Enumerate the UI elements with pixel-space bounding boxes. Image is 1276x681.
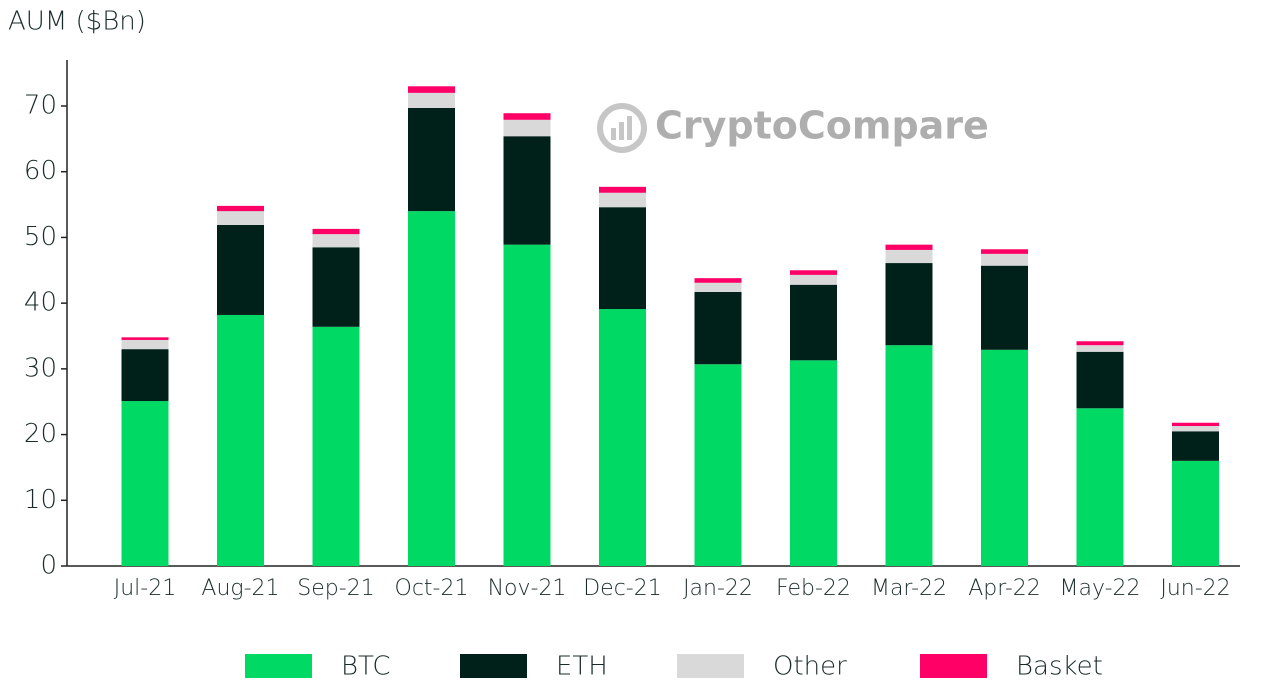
bar-segment — [981, 265, 1028, 350]
bar-segment — [885, 249, 933, 264]
bar-segment — [312, 234, 360, 248]
bar-segment — [217, 314, 264, 566]
bar-segment — [121, 337, 169, 340]
x-tick-label: Feb-22 — [776, 576, 851, 601]
bar-segment — [694, 278, 742, 283]
bar-segment — [217, 224, 264, 315]
bar-segment — [217, 205, 264, 212]
bar-segment — [790, 360, 837, 566]
legend-swatch — [920, 654, 987, 678]
bar-segment — [790, 270, 837, 275]
bar-segment — [1076, 351, 1124, 409]
bar-segment — [503, 136, 551, 245]
bar-segment — [1076, 341, 1124, 346]
legend-label: ETH — [556, 652, 608, 681]
bar-segment — [503, 119, 551, 137]
x-tick-label: Mar-22 — [871, 576, 947, 601]
bar-segment — [694, 364, 742, 566]
y-tick-label: 30 — [24, 353, 57, 383]
y-tick-label: 50 — [24, 222, 57, 252]
x-tick-label: Jul-21 — [114, 576, 176, 601]
bar-segment — [217, 211, 264, 225]
legend-label: Other — [773, 652, 847, 681]
bar-segment — [408, 107, 455, 212]
bar-segment — [312, 326, 360, 566]
x-tick-label: Jan-22 — [683, 576, 753, 601]
bar-segment — [121, 349, 169, 402]
legend-label: BTC — [341, 652, 391, 681]
legend-swatch — [245, 654, 312, 678]
legend-swatch — [460, 654, 527, 678]
y-tick-label: 0 — [40, 551, 57, 581]
x-tick-label: Oct-21 — [395, 576, 469, 601]
watermark-logo — [597, 103, 647, 153]
bar-segment — [312, 228, 360, 235]
bar-segment — [1172, 422, 1219, 427]
legend-swatch — [677, 654, 744, 678]
x-tick-label: Apr-22 — [968, 576, 1041, 601]
bar-segment — [408, 92, 455, 108]
bar-segment — [790, 274, 837, 285]
legend-label: Basket — [1016, 652, 1103, 681]
bar-segment — [599, 207, 646, 310]
bar-segment — [694, 291, 742, 365]
bar-segment — [1172, 431, 1219, 461]
x-tick-label: Jun-22 — [1160, 576, 1230, 601]
bar-segment — [885, 345, 933, 566]
bar-segment — [885, 244, 933, 250]
y-tick-label: 20 — [24, 419, 57, 449]
bar-segment — [503, 244, 551, 566]
x-tick-label: Nov-21 — [488, 576, 567, 601]
bar-segment — [1172, 426, 1219, 432]
y-tick-label: 40 — [24, 288, 57, 318]
bar-segment — [1172, 460, 1219, 566]
x-tick-label: Dec-21 — [583, 576, 662, 601]
y-tick-label: 70 — [24, 91, 57, 121]
bar-segment — [312, 247, 360, 327]
bar-segment — [121, 339, 169, 350]
y-tick-label: 10 — [24, 485, 57, 515]
bar-segment — [503, 113, 551, 120]
x-tick-label: Aug-21 — [201, 576, 279, 601]
x-tick-label: May-22 — [1059, 576, 1140, 601]
bar-segment — [981, 349, 1028, 566]
bar-segment — [790, 284, 837, 361]
y-tick-label: 60 — [24, 156, 57, 186]
bar-segment — [1076, 345, 1124, 352]
bar-segment — [121, 401, 169, 566]
bar-segment — [1076, 408, 1124, 566]
bar-segment — [599, 186, 646, 193]
bar-segment — [599, 309, 646, 566]
y-axis-label: AUM ($Bn) — [8, 7, 146, 37]
bar-segment — [694, 282, 742, 292]
bar-segment — [981, 249, 1028, 254]
bar-segment — [885, 263, 933, 346]
bar-segment — [599, 192, 646, 208]
bar-segment — [408, 211, 455, 566]
bar-segment — [981, 253, 1028, 266]
watermark: CryptoCompare — [655, 104, 989, 148]
bar-segment — [408, 86, 455, 93]
x-tick-label: Sep-21 — [297, 576, 374, 601]
